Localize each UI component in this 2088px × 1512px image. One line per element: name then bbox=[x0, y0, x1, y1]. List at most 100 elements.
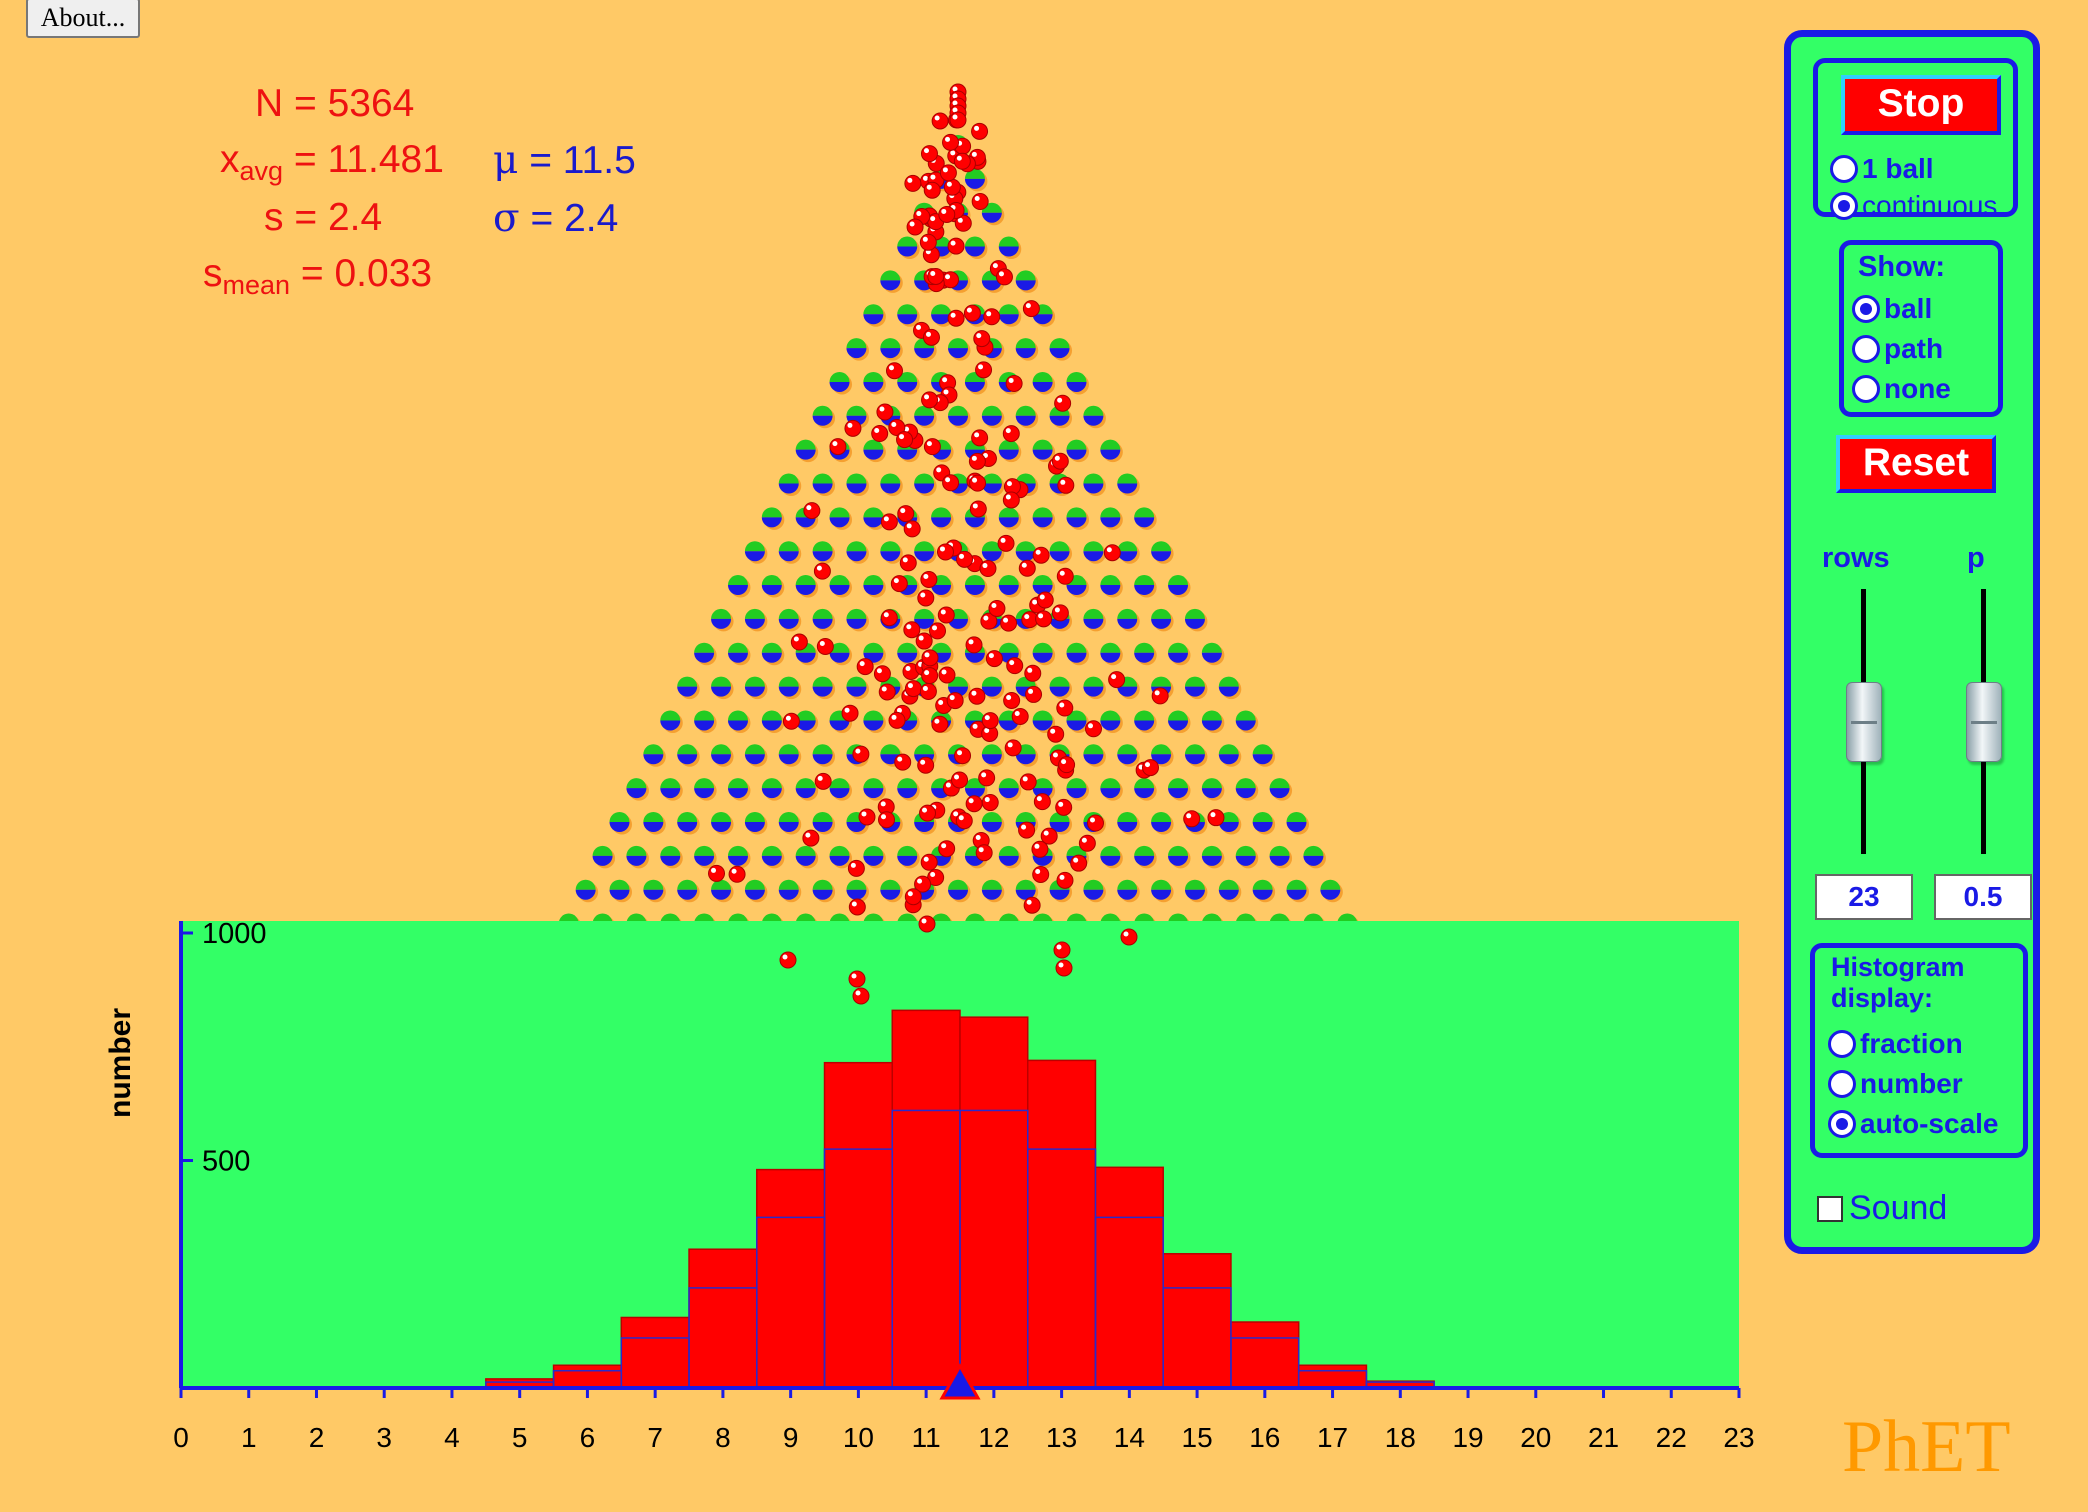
peg-top bbox=[727, 710, 748, 721]
peg-bottom bbox=[744, 889, 765, 900]
peg bbox=[812, 744, 836, 767]
ball bbox=[929, 622, 947, 640]
ball bbox=[1056, 567, 1074, 585]
peg bbox=[744, 541, 768, 564]
radio-show-ball[interactable]: ball bbox=[1852, 291, 1932, 327]
ball bbox=[951, 771, 969, 789]
peg bbox=[1134, 575, 1157, 598]
x-tick-label: 20 bbox=[1520, 1422, 1551, 1453]
peg-bottom bbox=[914, 348, 935, 359]
ball-body bbox=[1006, 657, 1024, 675]
ball bbox=[939, 164, 957, 182]
radio-show-path[interactable]: path bbox=[1852, 331, 1943, 367]
ball-highlight bbox=[1022, 776, 1028, 782]
radio-dot-selected bbox=[1830, 192, 1858, 220]
peg-top bbox=[981, 405, 1002, 416]
radio-show-none[interactable]: none bbox=[1852, 371, 1951, 407]
peg-bottom bbox=[948, 415, 968, 426]
peg-top bbox=[829, 507, 850, 518]
ball-highlight bbox=[922, 175, 928, 181]
peg-top bbox=[711, 676, 732, 687]
peg-top bbox=[761, 710, 782, 721]
radio-number[interactable]: number bbox=[1828, 1066, 1963, 1102]
stop-button[interactable]: Stop bbox=[1841, 75, 2001, 135]
peg bbox=[948, 608, 971, 632]
peg-bottom bbox=[677, 822, 698, 833]
peg-bottom bbox=[1218, 686, 1239, 697]
ball-body bbox=[942, 474, 960, 492]
peg bbox=[694, 778, 717, 801]
ball-highlight bbox=[952, 114, 958, 120]
ball-body bbox=[1025, 685, 1043, 703]
peg bbox=[981, 473, 1005, 496]
rows-slider-thumb[interactable] bbox=[1846, 681, 1882, 762]
ball-highlight bbox=[1005, 428, 1011, 434]
ball bbox=[1057, 476, 1075, 494]
peg-top bbox=[1134, 778, 1155, 789]
ball-body bbox=[1005, 374, 1023, 392]
peg bbox=[1117, 744, 1140, 767]
peg bbox=[1286, 879, 1309, 903]
peg bbox=[609, 812, 632, 835]
ball-body bbox=[1004, 739, 1022, 757]
ball-highlight bbox=[711, 867, 717, 873]
ball-body bbox=[949, 111, 967, 129]
peg bbox=[897, 236, 920, 260]
peg bbox=[1117, 676, 1140, 700]
sound-checkbox[interactable]: Sound bbox=[1817, 1189, 1947, 1228]
peg bbox=[761, 845, 785, 869]
reset-button[interactable]: Reset bbox=[1836, 435, 1996, 493]
peg-top bbox=[981, 676, 1002, 687]
peg bbox=[1117, 608, 1140, 632]
peg-top bbox=[660, 778, 681, 789]
radio-continuous[interactable]: continuous bbox=[1830, 188, 1997, 224]
ball-body bbox=[1057, 476, 1075, 494]
peg-bottom bbox=[778, 822, 799, 833]
peg-top bbox=[897, 778, 918, 789]
ball-highlight bbox=[924, 394, 930, 400]
ball-body bbox=[937, 606, 955, 624]
ball-body bbox=[1022, 300, 1040, 318]
ball-highlight bbox=[805, 832, 811, 838]
ball bbox=[1047, 725, 1065, 743]
ball-body bbox=[1023, 896, 1041, 914]
ball-highlight bbox=[952, 93, 958, 99]
p-value-field[interactable]: 0.5 bbox=[1934, 874, 2032, 920]
peg-bottom bbox=[1066, 585, 1087, 596]
peg-top bbox=[1320, 879, 1341, 890]
p-slider-thumb[interactable] bbox=[1966, 681, 2002, 762]
ball-body bbox=[921, 667, 939, 685]
ball-highlight bbox=[1024, 614, 1030, 620]
ball-body bbox=[971, 193, 989, 211]
peg-bottom bbox=[1184, 889, 1205, 900]
peg-top bbox=[998, 642, 1019, 653]
peg-top bbox=[1252, 744, 1273, 755]
peg-top bbox=[643, 744, 664, 755]
radio-auto-scale[interactable]: auto-scale bbox=[1828, 1106, 1999, 1142]
rows-value-field[interactable]: 23 bbox=[1815, 874, 1913, 920]
peg bbox=[1083, 879, 1106, 903]
peg bbox=[1151, 879, 1174, 903]
peg-top bbox=[914, 473, 935, 484]
ball bbox=[1032, 865, 1050, 883]
peg-bottom bbox=[812, 822, 833, 833]
peg-top bbox=[744, 608, 765, 619]
peg-top bbox=[931, 304, 952, 315]
ball bbox=[931, 715, 949, 733]
peg-bottom bbox=[897, 855, 918, 866]
radio-fraction[interactable]: fraction bbox=[1828, 1026, 1963, 1062]
peg bbox=[1032, 371, 1056, 395]
ball-highlight bbox=[1021, 562, 1027, 568]
radio-1-ball[interactable]: 1 ball bbox=[1830, 151, 1934, 187]
peg-bottom bbox=[846, 551, 867, 562]
x-tick-label: 13 bbox=[1046, 1422, 1077, 1453]
about-button[interactable]: About... bbox=[26, 0, 140, 38]
ball-highlight bbox=[1039, 594, 1045, 600]
peg bbox=[829, 575, 853, 598]
ball-body bbox=[969, 474, 987, 492]
ball bbox=[919, 804, 937, 822]
ball-highlight bbox=[974, 432, 980, 438]
peg bbox=[897, 642, 920, 666]
stat-smean: smean = 0.033 bbox=[203, 252, 433, 300]
peg bbox=[711, 676, 734, 700]
